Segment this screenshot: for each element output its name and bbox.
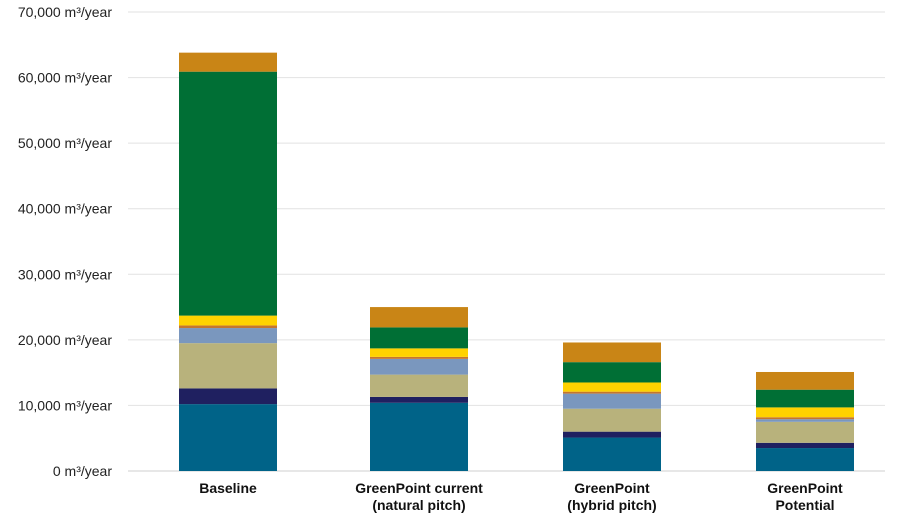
x-category-label: Potential [775,497,834,513]
bar-segment [563,342,661,363]
bar-segment [370,358,468,375]
bar-segment [370,402,468,471]
y-tick-label: 0 m³/year [53,463,112,479]
bar-segment [563,437,661,471]
bar-segment [179,52,277,72]
bar-segment [563,391,661,394]
y-tick-label: 10,000 m³/year [18,397,112,413]
bar-stack [370,307,468,471]
bar-segment [179,404,277,471]
bar-stack [563,342,661,471]
bar-segment [756,442,854,449]
bar-segment [370,396,468,403]
bar-segment [370,374,468,397]
y-tick-label: 70,000 m³/year [18,4,112,20]
y-tick-label: 30,000 m³/year [18,266,112,282]
bar-segment [179,328,277,344]
bar-segment [563,382,661,392]
bars [179,52,854,471]
bar-stack [756,371,854,471]
bar-segment [756,421,854,443]
bar-segment [179,71,277,316]
bar-segment [179,343,277,389]
x-axis-category-labels: Baseline GreenPoint current(natural pitch… [199,480,843,513]
bar-segment [370,356,468,359]
y-axis-tick-labels: 0 m³/year 10,000 m³/year 20,000 m³/year 30,… [18,4,113,479]
x-category-label: (hybrid pitch) [567,497,656,513]
x-category-label: GreenPoint [767,480,843,496]
bar-segment [370,348,468,357]
y-tick-label: 40,000 m³/year [18,201,112,217]
bar-segment [756,389,854,408]
bar-segment [179,388,277,405]
bar-segment [370,307,468,328]
x-category-label: GreenPoint current [355,480,483,496]
bar-segment [563,393,661,409]
x-category-label: Baseline [199,480,257,496]
x-category-label: (natural pitch) [372,497,465,513]
y-tick-label: 60,000 m³/year [18,70,112,86]
x-category-label: GreenPoint [574,480,650,496]
bar-segment [179,325,277,329]
bar-segment [179,315,277,326]
bar-segment [756,419,854,422]
bar-segment [563,362,661,383]
bar-segment [756,417,854,420]
bar-segment [756,407,854,418]
bar-stack [179,52,277,471]
bar-segment [370,327,468,349]
bar-segment [756,371,854,390]
y-tick-label: 50,000 m³/year [18,135,112,151]
bar-segment [563,431,661,438]
bar-segment [563,408,661,432]
y-tick-label: 20,000 m³/year [18,332,112,348]
bar-segment [756,448,854,471]
